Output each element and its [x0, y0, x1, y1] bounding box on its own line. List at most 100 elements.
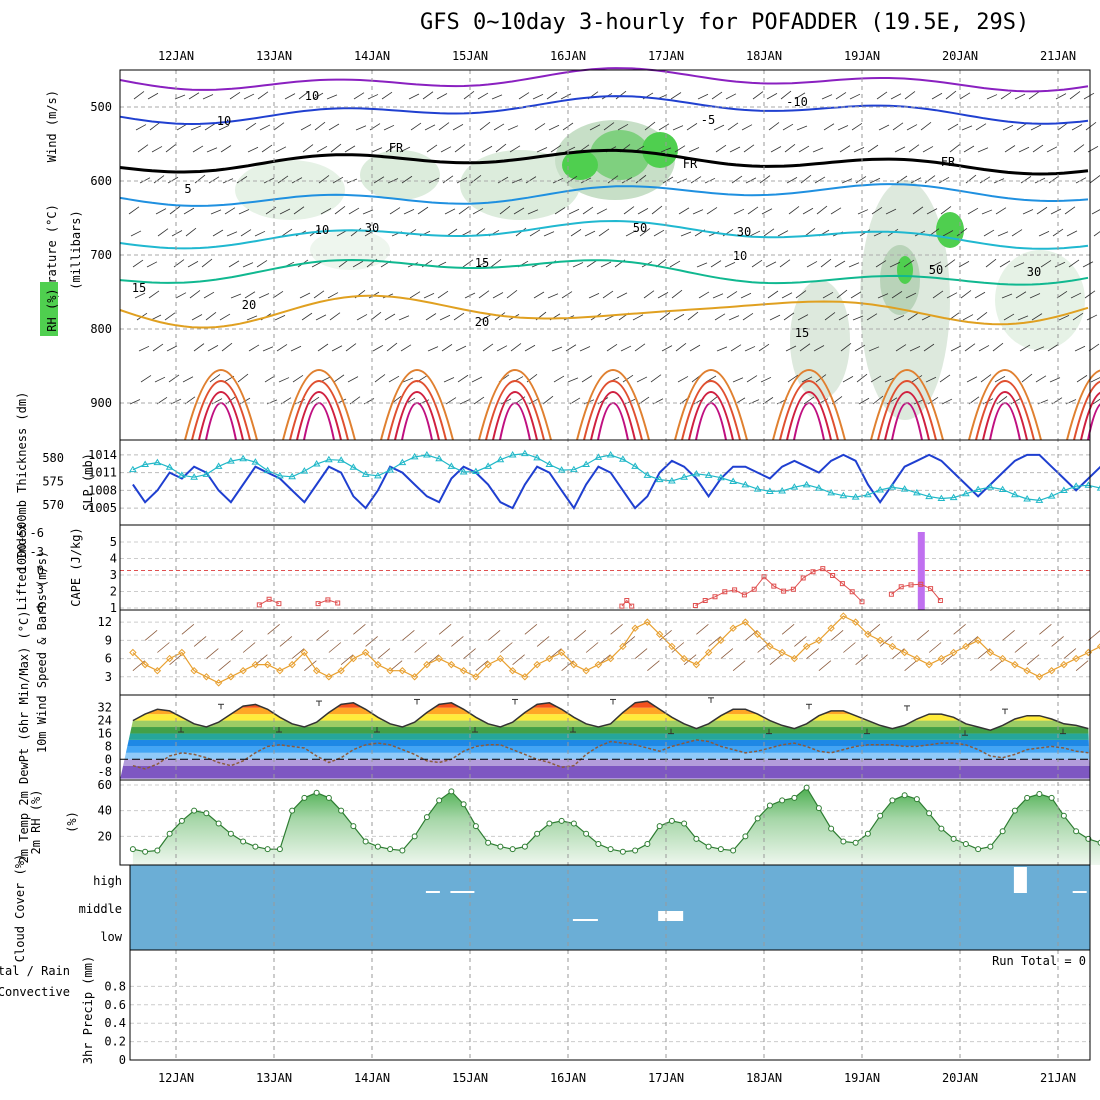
pressure-tick-label: 600: [90, 174, 112, 188]
wind-barb: [892, 648, 905, 659]
wind-barb: [443, 377, 455, 383]
warm-isotherm-arch: [681, 380, 741, 441]
wind-barb: [313, 290, 325, 299]
wind-barb: [635, 174, 647, 184]
isotherm-line: [119, 67, 1089, 93]
wind-barb: [1056, 290, 1068, 299]
precip-total-rain-label: Total / Rain: [0, 964, 70, 978]
wind-barb: [153, 175, 165, 184]
lifted-index-marker: [908, 582, 914, 588]
wind-barb: [219, 313, 231, 321]
wind-barb: [194, 174, 206, 184]
wind-barb: [209, 374, 221, 383]
wind-barb: [1018, 146, 1030, 153]
wind-barb: [228, 260, 240, 268]
wind-barb: [1039, 623, 1052, 635]
date-label-bottom: 18JAN: [746, 1071, 782, 1085]
wind-barb: [581, 375, 593, 383]
lifted-index-line: [695, 568, 863, 606]
wind-barb: [451, 636, 464, 647]
wind-speed-marker: [570, 660, 578, 669]
wind-barb: [553, 375, 565, 383]
wind-barb: [551, 346, 563, 352]
wind-speed-marker: [1060, 660, 1068, 669]
wind-barb: [875, 260, 887, 268]
rh-shade-region: [790, 280, 850, 400]
wind-speed-marker: [447, 660, 456, 669]
wind-barb: [148, 290, 160, 299]
rh-marker: [779, 797, 786, 804]
wind-barb: [1068, 259, 1080, 268]
wind-barb: [995, 207, 1007, 215]
wind-barb: [157, 642, 170, 653]
wind-barb: [913, 399, 925, 405]
warm-isotherm-arch: [779, 380, 839, 441]
wind-speed-marker: [606, 654, 615, 663]
wind-barb: [524, 623, 538, 635]
panel-frame: [119, 439, 1091, 526]
wind-barb: [812, 147, 824, 153]
date-label-top: 20JAN: [942, 49, 978, 63]
thickness-marker: [778, 486, 787, 494]
wind-barb: [733, 208, 745, 215]
wind-barb: [381, 91, 393, 100]
slp-tick-label: 1014: [88, 448, 117, 462]
lifted-index-line: [317, 599, 338, 605]
thickness-marker: [226, 457, 235, 464]
lifted-index-marker: [820, 566, 826, 572]
wind-speed-marker: [545, 654, 554, 663]
temp-color-band: [120, 752, 1090, 760]
wind-barb: [653, 229, 665, 237]
wind-barb: [481, 145, 493, 153]
wind-barb: [657, 292, 669, 299]
wind-barb: [692, 209, 704, 215]
wind-barb: [732, 660, 746, 672]
wind-barb: [445, 397, 457, 405]
wind-speed-marker: [864, 630, 872, 638]
wind-barb: [229, 91, 241, 100]
wind-barb: [352, 260, 364, 268]
rh-marker: [864, 830, 871, 837]
wind-barb: [315, 314, 327, 321]
thickness-marker: [925, 492, 934, 500]
wind-barb: [417, 206, 429, 215]
wind-barb: [1011, 229, 1023, 237]
wind-barb: [976, 312, 988, 321]
rh-marker: [460, 801, 467, 808]
warm-isotherm-arch: [576, 369, 650, 441]
rh-marker: [668, 817, 675, 824]
wind-barb: [794, 92, 806, 100]
wind-barb: [548, 124, 560, 131]
thickness-marker: [937, 494, 946, 502]
wind-barb: [747, 206, 759, 215]
wind-barb: [1066, 230, 1078, 237]
wind-barb: [311, 261, 323, 268]
wind-barb: [588, 292, 600, 299]
wind10m-axis-label: 10m Wind Speed & Barbs (m/s): [35, 551, 49, 753]
wind-barb: [841, 178, 853, 184]
precip-tick-label: 0.8: [104, 979, 126, 993]
rh-marker: [411, 833, 418, 840]
wind-barb: [208, 176, 220, 184]
wind-speed-marker: [594, 660, 603, 669]
wind-barb: [923, 343, 935, 352]
wind-speed-marker: [263, 660, 272, 669]
wind-barb: [606, 343, 618, 352]
rh-marker: [546, 820, 553, 827]
wind-barb: [525, 176, 537, 184]
precip-tick-label: 0.2: [104, 1035, 126, 1049]
pressure-tick-label: 700: [90, 248, 112, 262]
wind-barb: [999, 260, 1011, 268]
lifted-index-marker: [692, 603, 698, 608]
wind-barb: [806, 261, 818, 268]
wind-barb: [800, 174, 812, 184]
wind-barb: [167, 176, 179, 184]
wind-barb: [374, 374, 386, 383]
slp-line: [132, 453, 1100, 511]
wind-barb: [958, 261, 970, 268]
wind-barb: [740, 292, 752, 299]
rh-marker: [374, 843, 381, 850]
date-label-top: 13JAN: [256, 49, 292, 63]
wind-barb: [644, 121, 656, 131]
rh-marker: [901, 792, 908, 799]
